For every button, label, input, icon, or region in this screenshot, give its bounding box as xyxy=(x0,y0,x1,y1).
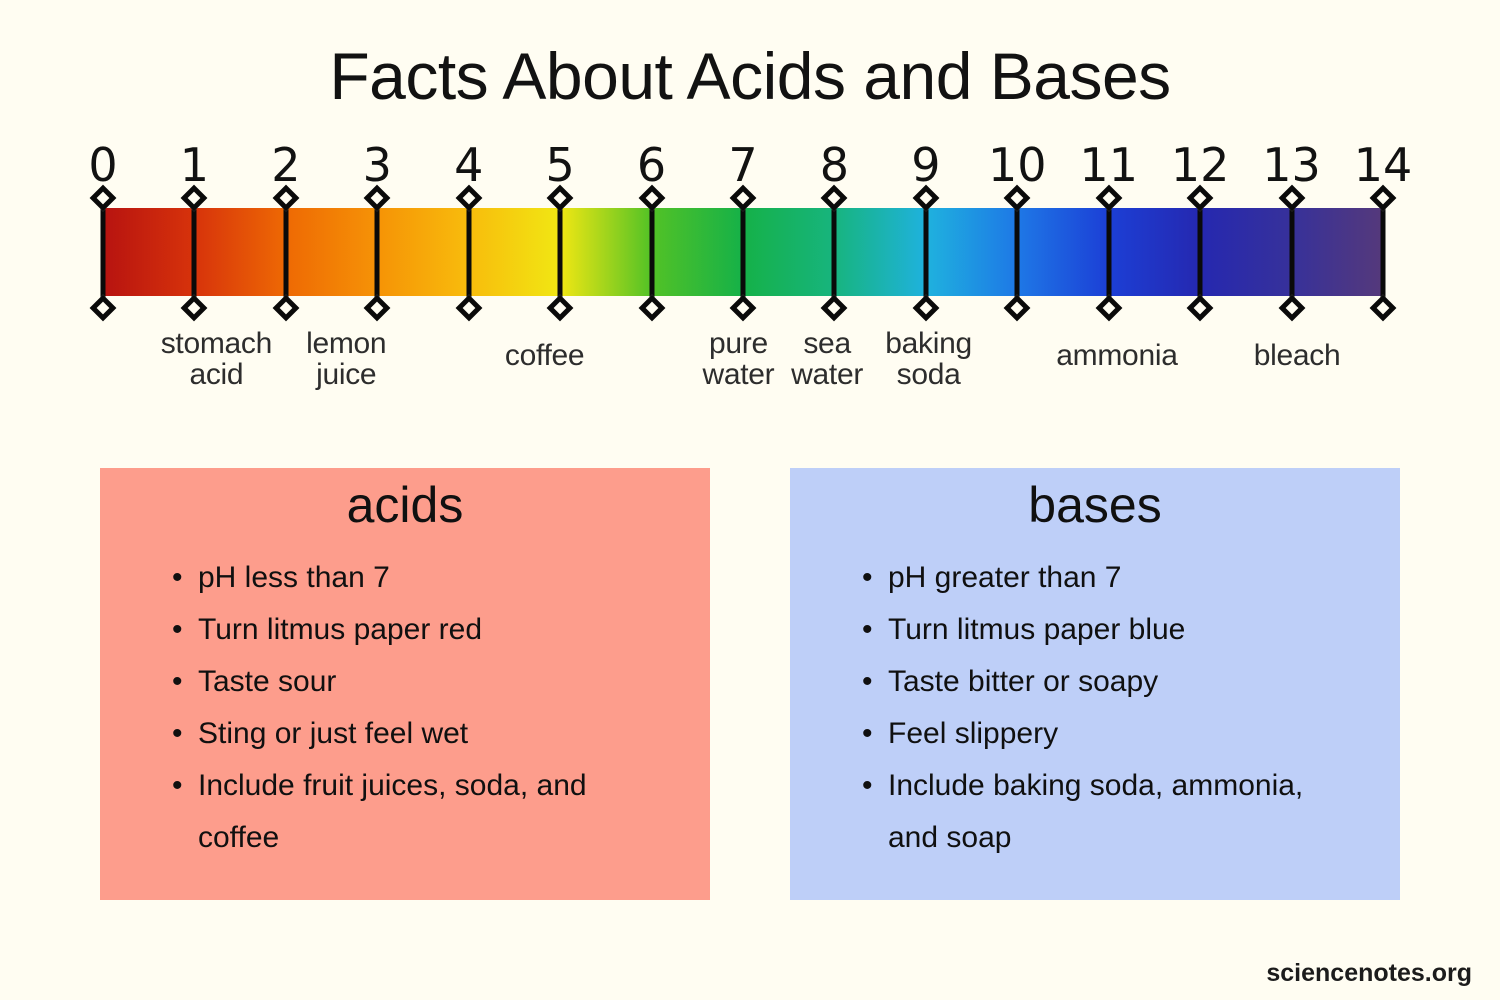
substance-label: bleach xyxy=(1254,340,1341,371)
watermark-text: sciencenotes.org xyxy=(1266,959,1472,987)
fact-list-item-line: Turn litmus paper blue xyxy=(888,613,1186,646)
substance-label: stomach acid xyxy=(160,327,273,391)
bases-box: bases pH greater than 7 Turn litmus paper… xyxy=(790,468,1400,900)
ph-tick-line xyxy=(649,198,655,308)
acids-box: acids pH less than 7 Turn litmus paper re… xyxy=(100,468,710,900)
tick-bottom-diamond-icon xyxy=(1095,294,1123,322)
tick-bottom-diamond-icon xyxy=(89,294,117,322)
ph-tick-label: 2 xyxy=(271,138,301,192)
ph-tick-label: 0 xyxy=(88,138,118,192)
substance-label: sea water xyxy=(791,328,863,390)
ph-tick-label: 10 xyxy=(988,138,1047,192)
ph-tick-label: 3 xyxy=(362,138,392,192)
tick-bottom-diamond-icon xyxy=(729,294,757,322)
ph-tick-label: 12 xyxy=(1170,138,1230,192)
ph-tick-line xyxy=(1289,198,1295,308)
ph-tick-line xyxy=(1197,198,1203,308)
ph-tick-line xyxy=(740,198,746,308)
tick-bottom-diamond-icon xyxy=(272,294,300,322)
fact-list-item: Taste bitter or soapy xyxy=(860,656,1365,708)
substance-label-line: coffee xyxy=(504,339,585,372)
ph-tick-label: 1 xyxy=(179,138,210,192)
fact-list-item-line: pH greater than 7 xyxy=(888,561,1122,594)
substance-label-line: soda xyxy=(896,358,961,391)
fact-list-item-line: Include baking soda, ammonia, xyxy=(888,769,1304,802)
fact-list-item-line: Include fruit juices, soda, and xyxy=(198,769,587,802)
fact-list-item-line: and soap xyxy=(888,821,1012,854)
tick-bottom-diamond-icon xyxy=(1278,294,1305,322)
tick-bottom-diamond-icon xyxy=(1369,294,1397,322)
ph-tick-label: 14 xyxy=(1353,138,1413,192)
ph-tick-line xyxy=(1106,198,1112,308)
ph-tick-line xyxy=(374,198,380,308)
substance-label-line: water xyxy=(791,358,864,391)
ph-tick-line xyxy=(557,198,563,308)
substance-label-line: juice xyxy=(316,358,377,391)
ph-tick-line xyxy=(466,198,472,308)
substance-label-line: water xyxy=(702,358,775,391)
ph-tick-label: 5 xyxy=(545,138,575,192)
tick-bottom-diamond-icon xyxy=(363,294,391,322)
bases-box-title: bases xyxy=(1028,477,1162,533)
ph-tick-line xyxy=(923,198,929,308)
page-title: Facts About Acids and Bases xyxy=(329,39,1171,113)
fact-list-item-line: coffee xyxy=(198,821,280,854)
substance-label: baking soda xyxy=(885,328,972,390)
ph-tick-line xyxy=(1380,198,1386,308)
fact-list-item-line: Turn litmus paper red xyxy=(198,613,483,646)
fact-list-item-line: Sting or just feel wet xyxy=(198,717,469,750)
substance-label: pure water xyxy=(702,328,774,390)
substance-label-line: stomach xyxy=(160,327,273,360)
fact-list-item-line: Taste sour xyxy=(198,665,337,698)
tick-bottom-diamond-icon xyxy=(638,294,665,322)
substance-label-line: acid xyxy=(189,358,244,391)
fact-list-item: Sting or just feel wet xyxy=(170,708,675,760)
substance-label-line: lemon xyxy=(306,327,387,360)
substance-label-line: ammonia xyxy=(1056,339,1178,372)
fact-list-item-line: pH less than 7 xyxy=(198,561,390,594)
substance-label: lemon juice xyxy=(306,327,387,391)
ph-tick-label: 9 xyxy=(911,138,941,192)
ph-tick-line xyxy=(831,198,837,308)
fact-list-item: pH greater than 7 xyxy=(860,552,1365,604)
tick-bottom-diamond-icon xyxy=(1003,294,1031,322)
ph-tick-label: 7 xyxy=(728,138,758,192)
tick-bottom-diamond-icon xyxy=(546,294,574,322)
substance-label-line: pure xyxy=(708,327,768,360)
ph-tick-label: 8 xyxy=(819,138,850,192)
ph-tick-label: 13 xyxy=(1262,138,1321,192)
acids-bullet-list: pH less than 7 Turn litmus paper red Taste… xyxy=(170,552,675,864)
fact-list-item: Turn litmus paper blue xyxy=(860,604,1365,656)
tick-bottom-diamond-icon xyxy=(455,294,483,322)
fact-list-item-line: Feel slippery xyxy=(888,717,1059,750)
fact-list-item: Feel slippery xyxy=(860,708,1365,760)
fact-list-item: pH less than 7 xyxy=(170,552,675,604)
tick-bottom-diamond-icon xyxy=(820,294,848,322)
ph-tick-line xyxy=(100,198,106,308)
acids-box-title: acids xyxy=(346,477,464,533)
ph-tick-label: 6 xyxy=(636,138,667,192)
tick-bottom-diamond-icon xyxy=(1186,294,1214,322)
substance-label: ammonia xyxy=(1056,339,1178,372)
ph-tick-label: 4 xyxy=(454,138,484,192)
fact-list-item: Include fruit juices, soda, and coffee xyxy=(170,760,675,864)
substance-label-line: sea xyxy=(803,327,851,360)
tick-bottom-diamond-icon xyxy=(180,294,208,322)
fact-list-item: Taste sour xyxy=(170,656,675,708)
substance-label-line: bleach xyxy=(1253,339,1341,372)
fact-list-item-line: Taste bitter or soapy xyxy=(888,665,1159,698)
substance-label: coffee xyxy=(504,339,585,372)
ph-tick-line xyxy=(283,198,289,308)
ph-tick-line xyxy=(1014,198,1020,308)
fact-list-item: Turn litmus paper red xyxy=(170,604,675,656)
tick-bottom-diamond-icon xyxy=(912,294,940,322)
fact-list-item: Include baking soda, ammonia, and soap xyxy=(860,760,1365,864)
ph-tick-label: 11 xyxy=(1079,138,1138,192)
substance-label-line: baking xyxy=(885,327,972,360)
ph-tick-line xyxy=(191,198,197,308)
bases-bullet-list: pH greater than 7 Turn litmus paper blue T… xyxy=(860,552,1365,864)
